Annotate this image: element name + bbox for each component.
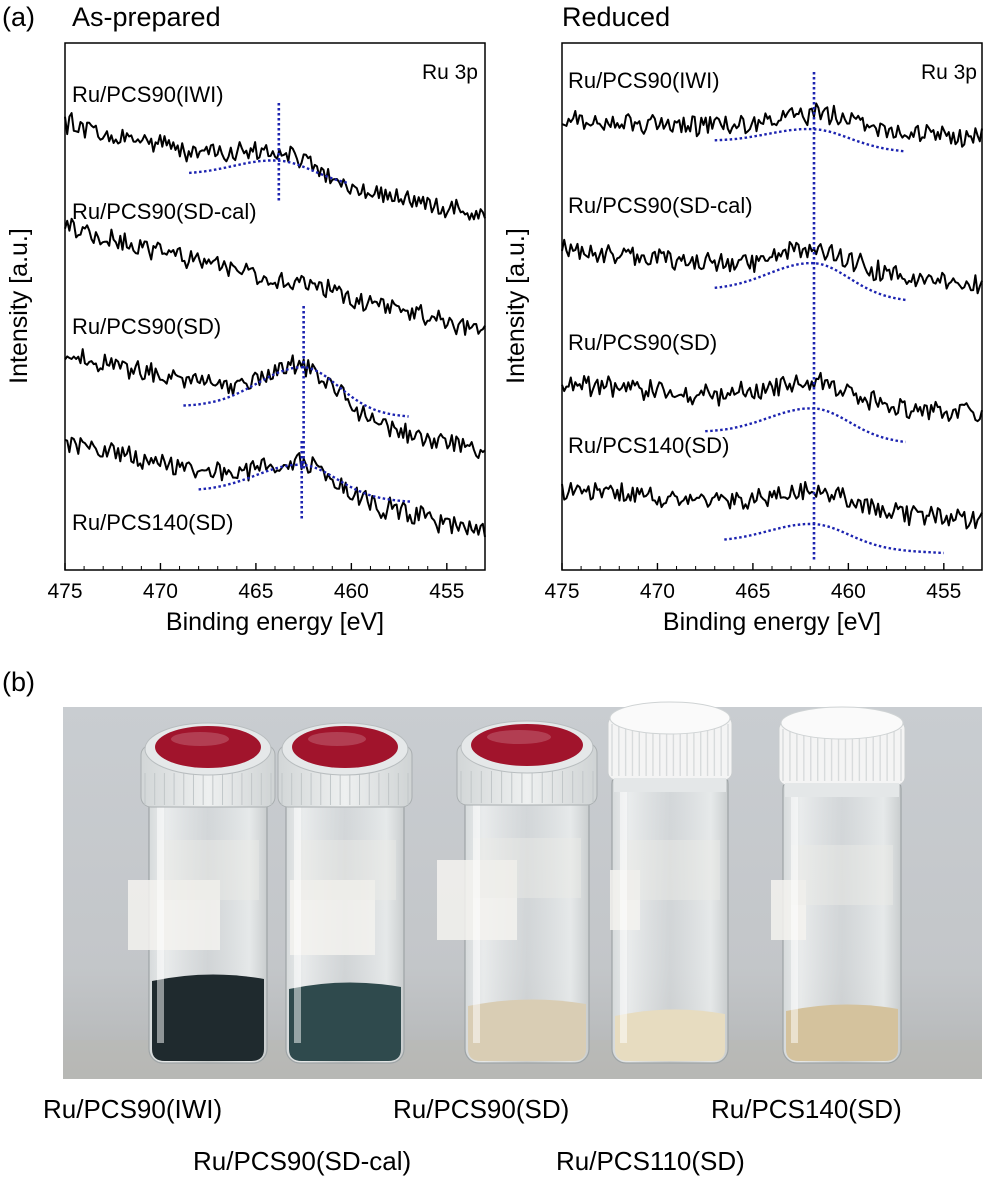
vial-paper-label	[791, 845, 893, 905]
vial-paper-label	[473, 838, 581, 898]
spectra-group	[561, 102, 983, 530]
x-tick-label: 470	[640, 580, 675, 603]
vial-label: Ru/PCS90(SD)	[393, 1094, 569, 1124]
sample-label: Ru/PCS90(SD)	[568, 330, 717, 355]
sample-label: Ru/PCS140(SD)	[568, 433, 729, 458]
vial	[607, 701, 733, 1064]
fit-curve	[714, 127, 906, 153]
x-tick-label: 455	[926, 580, 961, 603]
spectrum-line	[64, 436, 486, 538]
panel-a-label: (a)	[2, 2, 35, 32]
cap-neck	[785, 783, 899, 797]
cap-neck	[614, 778, 726, 792]
vial-label-group: Ru/PCS90(IWI) Ru/PCS90(SD-cal) Ru/PCS90(SD…	[43, 1094, 902, 1176]
vial-paper-label	[620, 840, 720, 900]
spectrum-line	[64, 217, 486, 336]
spectrum-line	[561, 102, 983, 148]
x-axis-label: Binding energy [eV]	[166, 608, 384, 636]
chart-reduced: Reduced Ru 3p Ru/PCS90(IWI) Ru/PCS90(SD-c…	[502, 2, 983, 636]
vial-highlight	[157, 790, 164, 1043]
vial-label: Ru/PCS110(SD)	[556, 1146, 745, 1176]
corner-label-ru3p: Ru 3p	[921, 61, 977, 84]
cap-red-seal	[292, 726, 398, 768]
vial-tape	[290, 880, 375, 955]
sample-label: Ru/PCS140(SD)	[72, 510, 233, 535]
cap-top	[609, 701, 731, 735]
sample-label: Ru/PCS90(SD-cal)	[568, 193, 753, 218]
spectra-group	[64, 112, 486, 538]
vial-label: Ru/PCS90(SD-cal)	[193, 1146, 411, 1176]
vial-tape	[771, 880, 806, 940]
vial-powder	[468, 999, 586, 1061]
vial-powder	[615, 1009, 725, 1061]
sample-label: Ru/PCS90(IWI)	[72, 82, 224, 107]
x-tick-label: 455	[429, 580, 464, 603]
vial	[437, 720, 598, 1064]
vial-paper-label	[294, 840, 396, 900]
fit-curve	[198, 463, 413, 503]
spectrum-line	[561, 238, 983, 295]
x-tick-label: 470	[143, 580, 178, 603]
fit-group	[705, 72, 944, 560]
x-ticks: 475 470 465 460 455	[47, 563, 486, 603]
vial-powder	[289, 982, 401, 1061]
sample-label-group: Ru/PCS90(IWI) Ru/PCS90(SD-cal) Ru/PCS90(SD…	[568, 68, 753, 458]
chart-as-prepared: As-prepared Ru 3p Ru/PCS90(IWI)Ru/PCS90(…	[5, 2, 486, 636]
fit-curve	[705, 407, 906, 444]
fit-curve	[714, 261, 906, 302]
vial-paper-label	[157, 840, 259, 900]
corner-label-ru3p: Ru 3p	[422, 61, 478, 84]
vial-highlight	[620, 790, 627, 1043]
vial	[128, 722, 276, 1064]
x-tick-label: 475	[47, 580, 82, 603]
spectrum-line	[64, 348, 486, 459]
fit-curve	[724, 522, 944, 555]
vial-tape	[128, 880, 220, 950]
vial	[771, 706, 906, 1064]
x-tick-label: 475	[544, 580, 579, 603]
vial-highlight	[791, 795, 798, 1043]
vial-photo	[63, 701, 982, 1079]
vial	[277, 722, 413, 1064]
cap-sheen	[171, 732, 229, 746]
panel-b-label: (b)	[2, 667, 35, 697]
x-axis-label: Binding energy [eV]	[663, 608, 881, 636]
spectrum-line	[561, 481, 983, 530]
vial-label: Ru/PCS140(SD)	[711, 1094, 902, 1124]
x-tick-label: 465	[238, 580, 273, 603]
chart-title-as-prepared: As-prepared	[72, 2, 221, 32]
vial-powder	[786, 1004, 898, 1061]
cap-sheen	[487, 730, 551, 744]
sample-label: Ru/PCS90(SD)	[72, 314, 221, 339]
x-ticks: 475 470 465 460 455	[544, 563, 983, 603]
spectrum-line	[561, 371, 983, 423]
vial-highlight	[473, 788, 480, 1043]
spectrum-line	[64, 112, 486, 221]
cap-sheen	[308, 732, 366, 746]
x-tick-label: 460	[334, 580, 369, 603]
sample-label: Ru/PCS90(IWI)	[568, 68, 720, 93]
cap-top	[780, 706, 904, 740]
cap-red-seal	[155, 726, 261, 768]
y-axis-label: Intensity [a.u.]	[5, 228, 33, 384]
sample-label-group: Ru/PCS90(IWI) Ru/PCS90(SD-cal) Ru/PCS90(SD…	[72, 82, 257, 535]
fit-curve	[183, 366, 409, 418]
vial-label: Ru/PCS90(IWI)	[43, 1094, 222, 1124]
sample-label: Ru/PCS90(SD-cal)	[72, 199, 257, 224]
y-axis-label: Intensity [a.u.]	[502, 228, 530, 384]
vial-highlight	[294, 790, 301, 1043]
fit-group	[183, 103, 413, 520]
cap-red-seal	[471, 724, 583, 766]
vial-group	[128, 701, 906, 1064]
x-tick-label: 460	[831, 580, 866, 603]
x-tick-label: 465	[735, 580, 770, 603]
chart-title-reduced: Reduced	[562, 2, 670, 32]
vial-powder	[152, 974, 264, 1061]
fit-curve	[189, 159, 348, 185]
